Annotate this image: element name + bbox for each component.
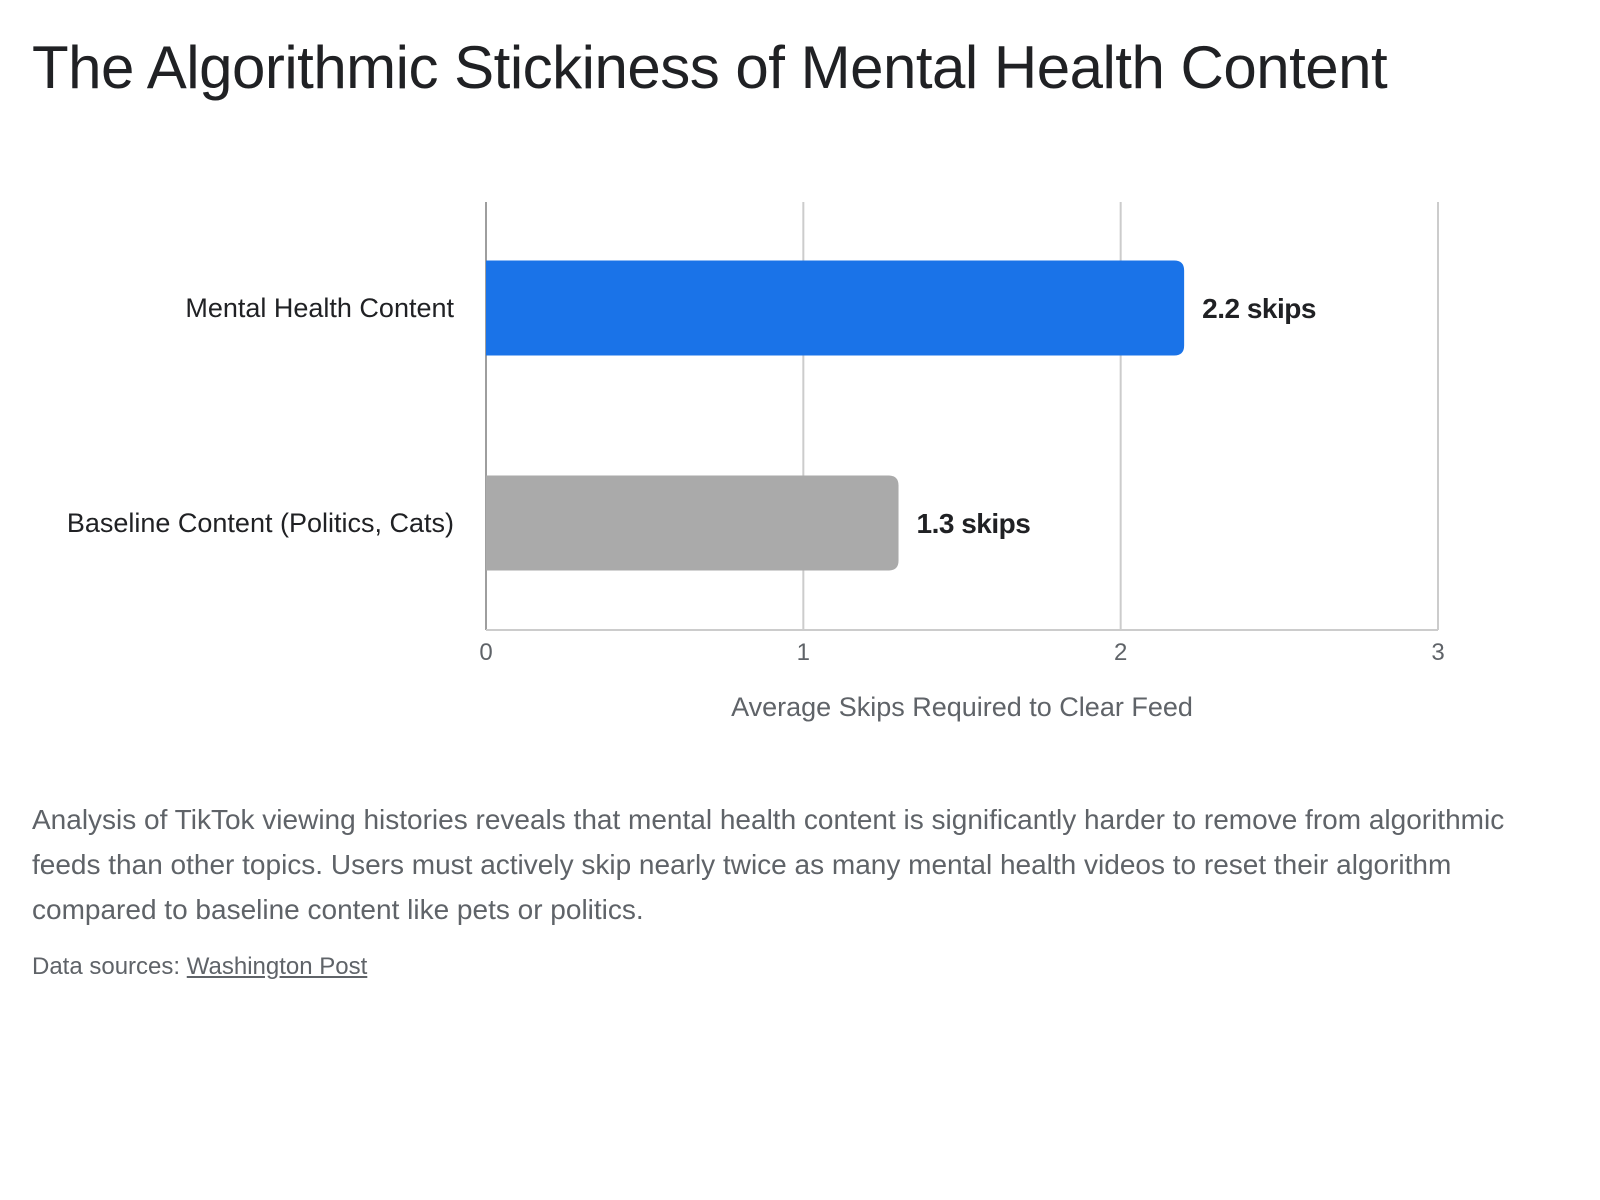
data-label: 2.2 skips bbox=[1202, 293, 1316, 324]
x-tick-label: 0 bbox=[479, 639, 492, 666]
washington-post-link[interactable]: Washington Post bbox=[186, 953, 368, 980]
page-title: The Algorithmic Stickiness of Mental Hea… bbox=[32, 34, 1388, 101]
data-label: 1.3 skips bbox=[917, 508, 1031, 539]
x-tick-label: 3 bbox=[1431, 639, 1444, 666]
x-tick-label: 2 bbox=[1114, 639, 1127, 666]
x-tick-label: 1 bbox=[797, 639, 810, 666]
bar bbox=[486, 260, 1185, 356]
data-sources: Data sources: Washington Post bbox=[32, 950, 367, 984]
bar bbox=[486, 475, 899, 571]
chart-svg: 0 1 2 3 Mental Health Content 2.2 skips Baseli… bbox=[67, 202, 1445, 722]
x-axis-title: Average Skips Required to Clear Feed bbox=[731, 692, 1193, 722]
category-label: Mental Health Content bbox=[185, 293, 454, 323]
category-label: Baseline Content (Politics, Cats) bbox=[67, 508, 454, 538]
data-sources-prefix: Data sources: bbox=[32, 953, 181, 980]
chart-description: Analysis of TikTok viewing histories rev… bbox=[32, 804, 1505, 925]
